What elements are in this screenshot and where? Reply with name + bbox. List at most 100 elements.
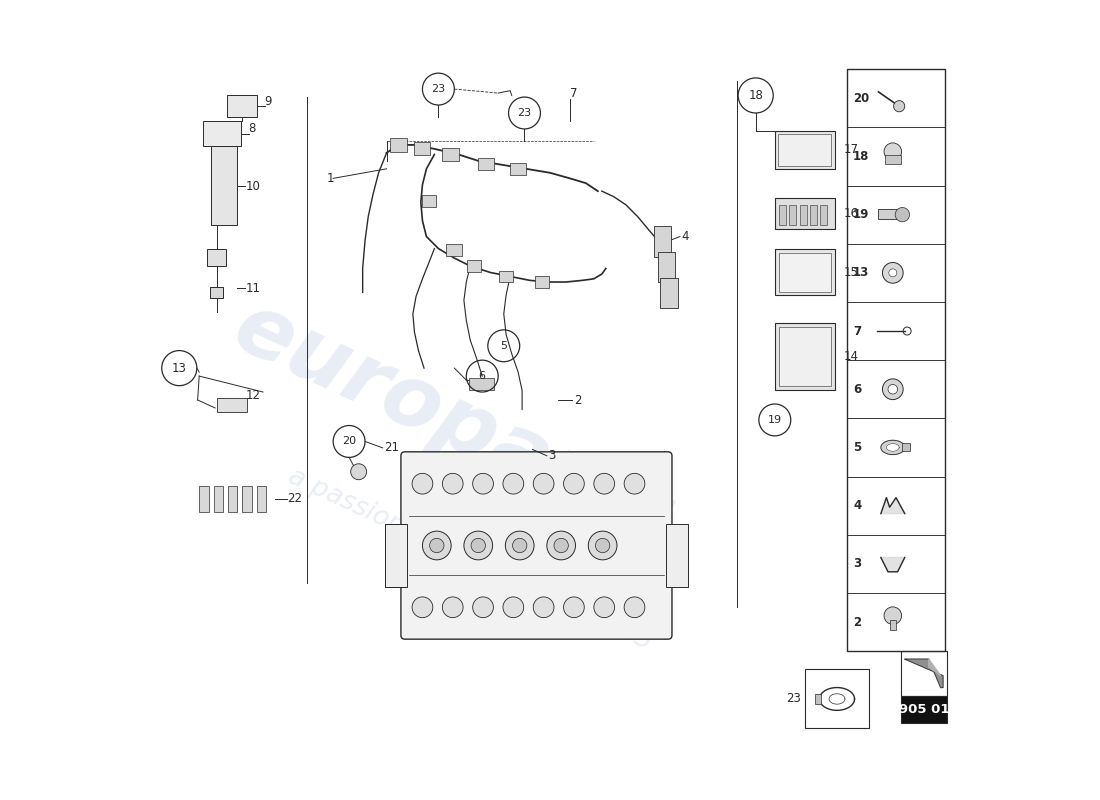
Polygon shape bbox=[881, 558, 905, 572]
Bar bbox=[217, 398, 248, 412]
Bar bbox=[847, 69, 945, 651]
Circle shape bbox=[882, 379, 903, 400]
Circle shape bbox=[895, 207, 910, 222]
Bar bbox=[256, 486, 266, 512]
Bar bbox=[227, 94, 257, 117]
Bar bbox=[499, 271, 514, 282]
Text: 23: 23 bbox=[517, 108, 531, 118]
Bar bbox=[778, 134, 832, 166]
FancyBboxPatch shape bbox=[400, 452, 672, 639]
Circle shape bbox=[412, 597, 432, 618]
Bar bbox=[901, 651, 947, 696]
Bar bbox=[774, 249, 835, 294]
Text: 12: 12 bbox=[245, 389, 261, 402]
Bar bbox=[242, 486, 252, 512]
Circle shape bbox=[412, 474, 432, 494]
Text: 6: 6 bbox=[852, 382, 861, 396]
Circle shape bbox=[442, 597, 463, 618]
Bar bbox=[228, 486, 238, 512]
Bar bbox=[884, 155, 901, 165]
Text: 9: 9 bbox=[265, 94, 272, 107]
Text: 23: 23 bbox=[431, 84, 446, 94]
Bar bbox=[653, 226, 671, 257]
Bar bbox=[847, 593, 945, 651]
Bar bbox=[204, 121, 242, 146]
Bar bbox=[901, 696, 947, 723]
Circle shape bbox=[513, 538, 527, 553]
Text: 19: 19 bbox=[768, 415, 782, 425]
Circle shape bbox=[884, 143, 902, 161]
Bar bbox=[879, 209, 899, 219]
Circle shape bbox=[430, 538, 444, 553]
Bar bbox=[199, 486, 209, 512]
Bar bbox=[810, 206, 817, 225]
Text: 6: 6 bbox=[478, 371, 486, 381]
Bar bbox=[468, 261, 482, 272]
Circle shape bbox=[882, 262, 903, 283]
Text: 20: 20 bbox=[342, 437, 356, 446]
Bar bbox=[211, 146, 236, 225]
Bar bbox=[660, 278, 678, 308]
Text: 7: 7 bbox=[570, 86, 578, 99]
Text: 23: 23 bbox=[786, 693, 801, 706]
Circle shape bbox=[505, 531, 535, 560]
Circle shape bbox=[888, 385, 898, 394]
Circle shape bbox=[889, 269, 896, 277]
Circle shape bbox=[624, 597, 645, 618]
Text: 11: 11 bbox=[245, 282, 261, 295]
Text: 3: 3 bbox=[852, 558, 861, 570]
Circle shape bbox=[563, 474, 584, 494]
Bar bbox=[535, 277, 549, 287]
Bar bbox=[847, 69, 945, 127]
Circle shape bbox=[534, 474, 554, 494]
Bar bbox=[800, 206, 806, 225]
Bar bbox=[847, 302, 945, 360]
Circle shape bbox=[422, 531, 451, 560]
Bar bbox=[774, 198, 835, 229]
Text: 10: 10 bbox=[245, 180, 261, 193]
Circle shape bbox=[547, 531, 575, 560]
Circle shape bbox=[554, 538, 569, 553]
Text: 1: 1 bbox=[327, 172, 334, 185]
Text: 14: 14 bbox=[844, 350, 858, 363]
Circle shape bbox=[884, 607, 902, 625]
Bar bbox=[415, 142, 430, 155]
Circle shape bbox=[595, 538, 609, 553]
Polygon shape bbox=[887, 444, 899, 451]
Text: 21: 21 bbox=[384, 442, 399, 454]
Bar bbox=[847, 477, 945, 534]
Text: 2: 2 bbox=[852, 615, 861, 629]
Bar bbox=[902, 443, 911, 451]
Circle shape bbox=[893, 101, 905, 112]
Polygon shape bbox=[881, 498, 905, 514]
Text: 17: 17 bbox=[844, 143, 858, 156]
Bar bbox=[510, 163, 526, 174]
Text: 7: 7 bbox=[852, 325, 861, 338]
Text: 13: 13 bbox=[172, 362, 187, 374]
Text: a passion for parts since 1985: a passion for parts since 1985 bbox=[284, 463, 657, 655]
Bar bbox=[847, 360, 945, 418]
Circle shape bbox=[594, 474, 615, 494]
Text: 4: 4 bbox=[852, 499, 861, 512]
Circle shape bbox=[534, 597, 554, 618]
Text: 5: 5 bbox=[500, 341, 507, 350]
Circle shape bbox=[471, 538, 485, 553]
Circle shape bbox=[351, 464, 366, 480]
Text: 20: 20 bbox=[852, 92, 869, 105]
Polygon shape bbox=[905, 659, 943, 688]
Bar bbox=[805, 670, 869, 729]
Bar bbox=[385, 523, 407, 587]
Bar bbox=[847, 418, 945, 477]
Circle shape bbox=[624, 474, 645, 494]
Bar bbox=[774, 130, 835, 169]
Text: 3: 3 bbox=[549, 450, 556, 462]
Circle shape bbox=[473, 597, 494, 618]
Bar bbox=[389, 138, 407, 152]
Bar bbox=[207, 249, 227, 266]
Text: 18: 18 bbox=[852, 150, 869, 163]
Circle shape bbox=[464, 531, 493, 560]
Bar bbox=[666, 523, 688, 587]
Text: 8: 8 bbox=[249, 122, 256, 135]
Bar bbox=[213, 486, 223, 512]
Bar bbox=[210, 286, 223, 298]
